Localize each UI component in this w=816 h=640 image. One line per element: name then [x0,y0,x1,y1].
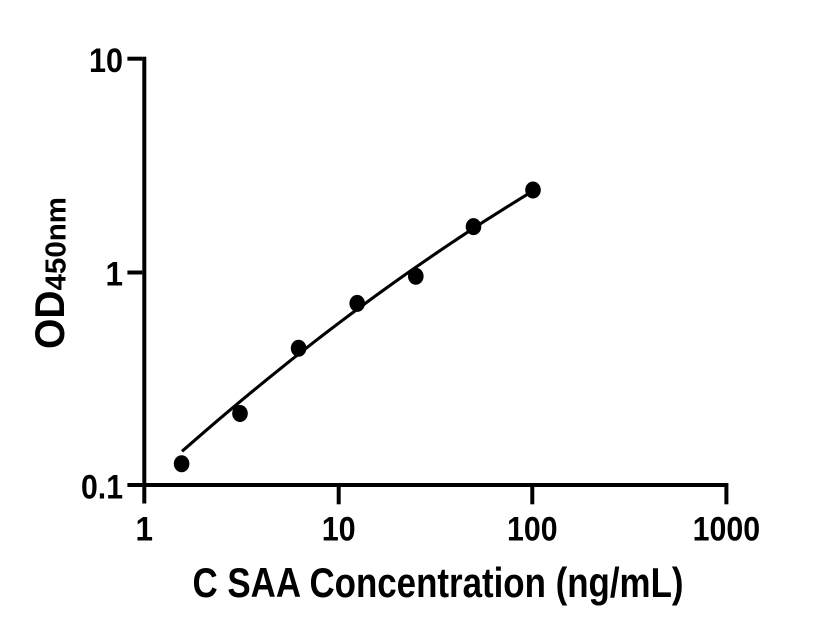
svg-text:1: 1 [106,256,124,294]
svg-text:10: 10 [89,42,123,80]
svg-text:10: 10 [322,511,356,549]
svg-text:100: 100 [507,511,558,549]
svg-text:C SAA Concentration (ng/mL): C SAA Concentration (ng/mL) [193,559,684,606]
svg-text:1: 1 [136,511,154,549]
svg-text:1000: 1000 [693,511,761,549]
svg-text:OD450nm: OD450nm [26,197,73,349]
svg-text:0.1: 0.1 [81,469,123,507]
